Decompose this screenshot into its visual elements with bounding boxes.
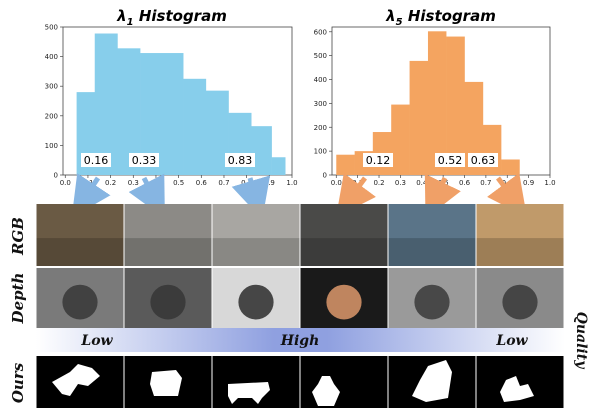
- segmentation-mask: [412, 360, 452, 402]
- annotation-label: 0.83: [228, 154, 253, 167]
- depth-image-scarf-figure: [388, 268, 476, 330]
- rgb-image-statue: [36, 204, 124, 266]
- histogram-bar: [391, 104, 410, 175]
- y-tick-label: 300: [45, 83, 58, 91]
- rgb-image-van: [124, 204, 212, 266]
- rgb-image-scarf-figure: [388, 204, 476, 266]
- depth-image-statue: [36, 268, 124, 330]
- segmentation-mask: [500, 376, 534, 402]
- quality-label: Quality: [573, 312, 589, 370]
- y-tick-label: 500: [314, 52, 327, 60]
- histogram-bar: [117, 48, 141, 176]
- rgb-image-sitting-person: [476, 204, 564, 266]
- annotation-box: [435, 153, 465, 167]
- mask-image-sitting-person: [476, 356, 564, 408]
- x-tick-label: 0.6: [196, 179, 208, 187]
- annotation-box: [468, 153, 498, 167]
- histogram-bar: [205, 90, 229, 175]
- histogram-bar: [482, 124, 502, 175]
- y-tick-label: 600: [314, 28, 327, 36]
- histogram-lambda1: 0.0 0.1 0.2 0.3 0.4 0.5 0.6 0.7 0.8 0.9 1.00100200…: [45, 24, 298, 188]
- arrow-6: [487, 173, 527, 218]
- annotation-box: [225, 153, 255, 167]
- annotation-box: [81, 153, 111, 167]
- histogram-bar: [427, 31, 447, 176]
- x-tick-label: 0.0: [60, 179, 71, 187]
- arrow-3: [231, 175, 271, 220]
- segmentation-mask: [312, 376, 340, 406]
- row-label-depth: Depth: [9, 273, 27, 325]
- x-tick-label: 0.4: [150, 179, 162, 187]
- segmentation-mask: [150, 370, 182, 396]
- x-tick-label: 0.6: [459, 179, 471, 187]
- y-tick-label: 500: [45, 24, 58, 32]
- x-tick-label: 0.5: [173, 179, 184, 187]
- depth-image-sitting-person: [476, 268, 564, 330]
- annotation-label: 0.12: [366, 154, 391, 167]
- histogram-bar: [94, 33, 118, 176]
- annotation-label: 0.33: [132, 154, 157, 167]
- quality-gradient: [36, 328, 565, 352]
- annotation-label: 0.63: [471, 154, 496, 167]
- image-grid: [36, 204, 564, 408]
- arrow-5: [424, 173, 461, 219]
- depth-image-cauldron: [212, 268, 300, 330]
- x-tick-label: 0.0: [331, 179, 342, 187]
- quality-high: High: [280, 333, 320, 349]
- x-tick-label: 0.2: [105, 179, 116, 187]
- arrow-4: [336, 173, 376, 218]
- arrow-2: [128, 173, 165, 219]
- rgb-image-cauldron: [212, 204, 300, 266]
- y-tick-label: 200: [314, 124, 327, 132]
- segmentation-mask: [52, 364, 100, 396]
- x-tick-label: 0.7: [480, 179, 491, 187]
- row-label-rgb: RGB: [9, 217, 27, 256]
- y-tick-label: 400: [45, 53, 58, 61]
- x-tick-label: 0.7: [218, 179, 229, 187]
- histogram-bar: [336, 154, 355, 175]
- depth-image-vase: [300, 268, 388, 330]
- x-tick-label: 0.9: [523, 179, 534, 187]
- y-tick-label: 100: [45, 142, 58, 150]
- chart2-title: λ5 Histogram: [385, 7, 496, 28]
- x-tick-label: 0.9: [264, 179, 275, 187]
- x-tick-label: 1.0: [286, 179, 297, 187]
- y-tick-label: 0: [54, 172, 58, 180]
- histogram-bar: [464, 81, 484, 175]
- annotation-box: [363, 153, 393, 167]
- x-tick-label: 0.3: [395, 179, 406, 187]
- y-tick-label: 400: [314, 76, 327, 84]
- y-tick-label: 200: [45, 112, 58, 120]
- mask-image-vase: [300, 356, 388, 408]
- depth-image-van: [124, 268, 212, 330]
- x-tick-label: 0.2: [373, 179, 384, 187]
- histogram-bar: [501, 159, 520, 175]
- y-tick-label: 300: [314, 100, 327, 108]
- histogram-bar: [409, 60, 429, 175]
- chart1-title: λ1 Histogram: [116, 7, 227, 28]
- histogram-bar: [183, 78, 207, 175]
- arrow-1: [71, 173, 111, 218]
- histogram-bar: [271, 157, 286, 175]
- histogram-bar: [446, 36, 465, 175]
- quality-low-left: Low: [80, 333, 113, 349]
- quality-low-right: Low: [495, 333, 528, 349]
- annotation-box: [129, 153, 159, 167]
- row-label-ours: Ours: [9, 362, 27, 403]
- segmentation-mask: [228, 382, 270, 404]
- x-tick-label: 0.3: [128, 179, 139, 187]
- annotation-label: 0.52: [438, 154, 463, 167]
- y-tick-label: 0: [323, 172, 327, 180]
- x-tick-label: 0.4: [416, 179, 428, 187]
- histogram-lambda5: 0.00.10.20.30.40.50.60.70.80.91.00100200…: [314, 26, 556, 187]
- annotation-label: 0.16: [84, 154, 109, 167]
- histogram-bar: [251, 126, 272, 175]
- x-tick-label: 1.0: [544, 179, 555, 187]
- rgb-image-vase: [300, 204, 388, 266]
- y-tick-label: 100: [314, 148, 327, 156]
